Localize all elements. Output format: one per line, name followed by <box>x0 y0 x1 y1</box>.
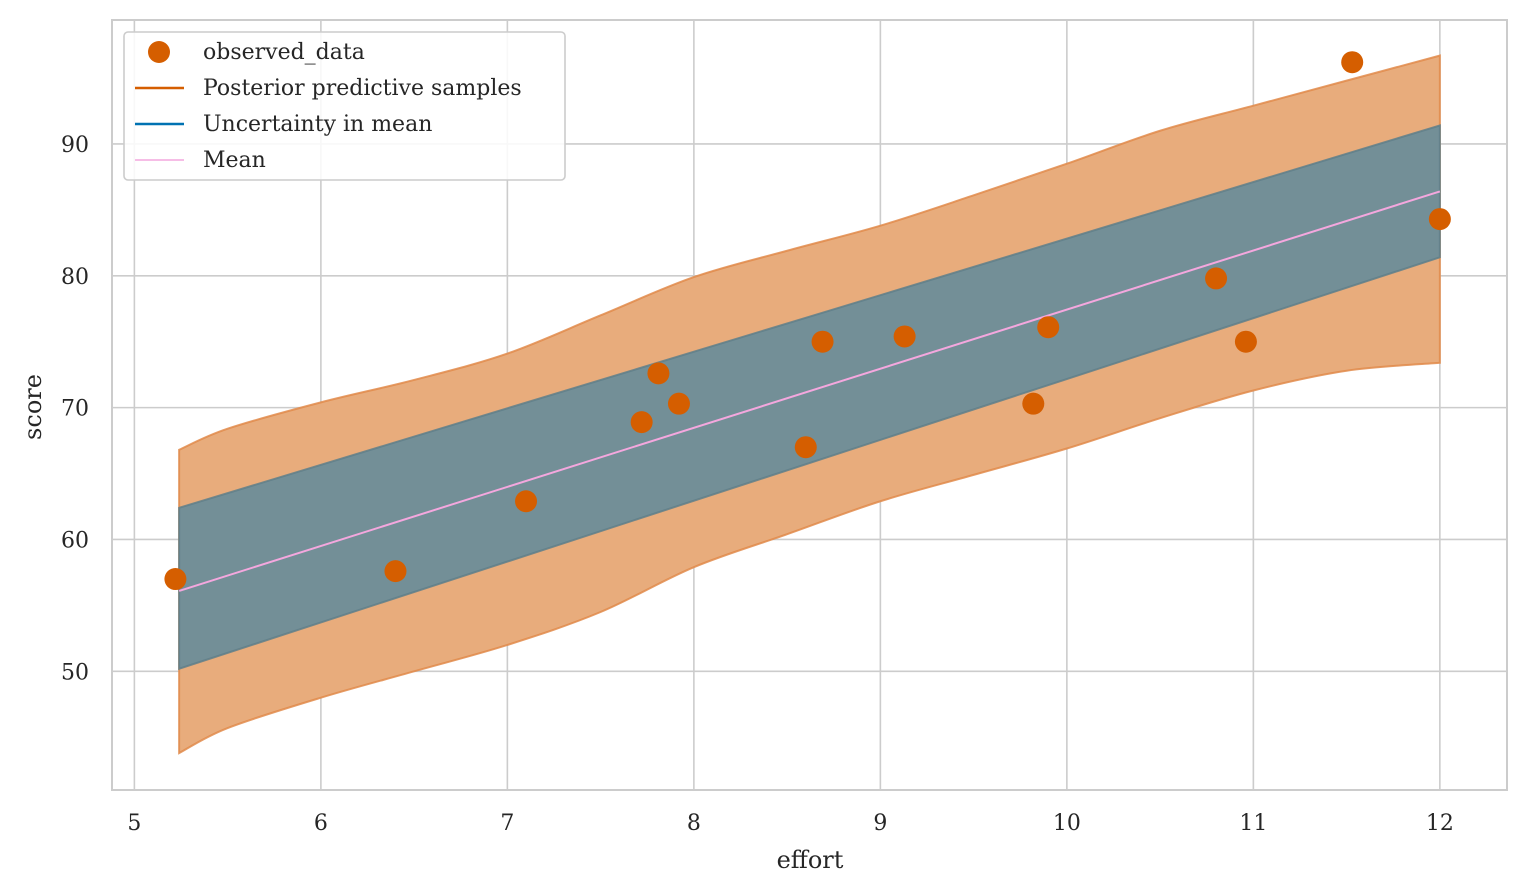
y-tick-label: 70 <box>61 397 89 422</box>
x-tick-label: 9 <box>873 811 887 836</box>
ticks-layer: 5 6 7 8 9 10 11 12 50 60 70 80 90 <box>61 133 1454 836</box>
frame-layer <box>111 19 1508 791</box>
x-tick-label: 6 <box>314 811 328 836</box>
bands-layer <box>178 54 1441 755</box>
observed-point <box>811 330 834 353</box>
x-axis-label: effort <box>777 846 844 874</box>
plot-frame <box>111 19 1508 791</box>
mean-line <box>178 190 1441 592</box>
x-tick-label: 10 <box>1053 811 1081 836</box>
legend-entry-observed-marker <box>148 41 170 63</box>
observed-point <box>384 560 407 583</box>
observed-point <box>1234 330 1257 353</box>
observed-point <box>1205 267 1228 290</box>
observed-point <box>667 392 690 415</box>
y-tick-label: 90 <box>61 133 89 158</box>
points-layer <box>164 51 1451 591</box>
legend-entry-uncertainty-label: Uncertainty in mean <box>203 112 432 137</box>
observed-point <box>630 411 653 434</box>
observed-point <box>1037 316 1060 339</box>
legend-box <box>123 31 566 181</box>
lines-layer <box>178 190 1441 592</box>
legend: observed_data Posterior predictive sample… <box>123 31 566 181</box>
mean-uncertainty-band <box>178 124 1441 671</box>
observed-point <box>164 568 187 591</box>
observed-point <box>1341 51 1364 74</box>
x-tick-label: 11 <box>1239 811 1267 836</box>
x-tick-label: 12 <box>1426 811 1454 836</box>
legend-entry-observed-label: observed_data <box>203 40 365 65</box>
observed-point <box>794 436 817 459</box>
observed-point <box>515 490 538 513</box>
x-tick-label: 7 <box>500 811 514 836</box>
x-tick-label: 5 <box>127 811 141 836</box>
y-tick-label: 80 <box>61 265 89 290</box>
x-tick-label: 8 <box>687 811 701 836</box>
observed-point <box>1022 392 1045 415</box>
y-tick-label: 60 <box>61 528 89 553</box>
y-axis-label: score <box>19 374 47 440</box>
observed-point <box>647 362 670 385</box>
observed-point <box>1428 208 1451 231</box>
observed-point <box>893 325 916 348</box>
legend-entry-predictive-label: Posterior predictive samples <box>203 76 522 101</box>
y-tick-label: 50 <box>61 660 89 685</box>
legend-entry-mean-label: Mean <box>203 148 266 173</box>
